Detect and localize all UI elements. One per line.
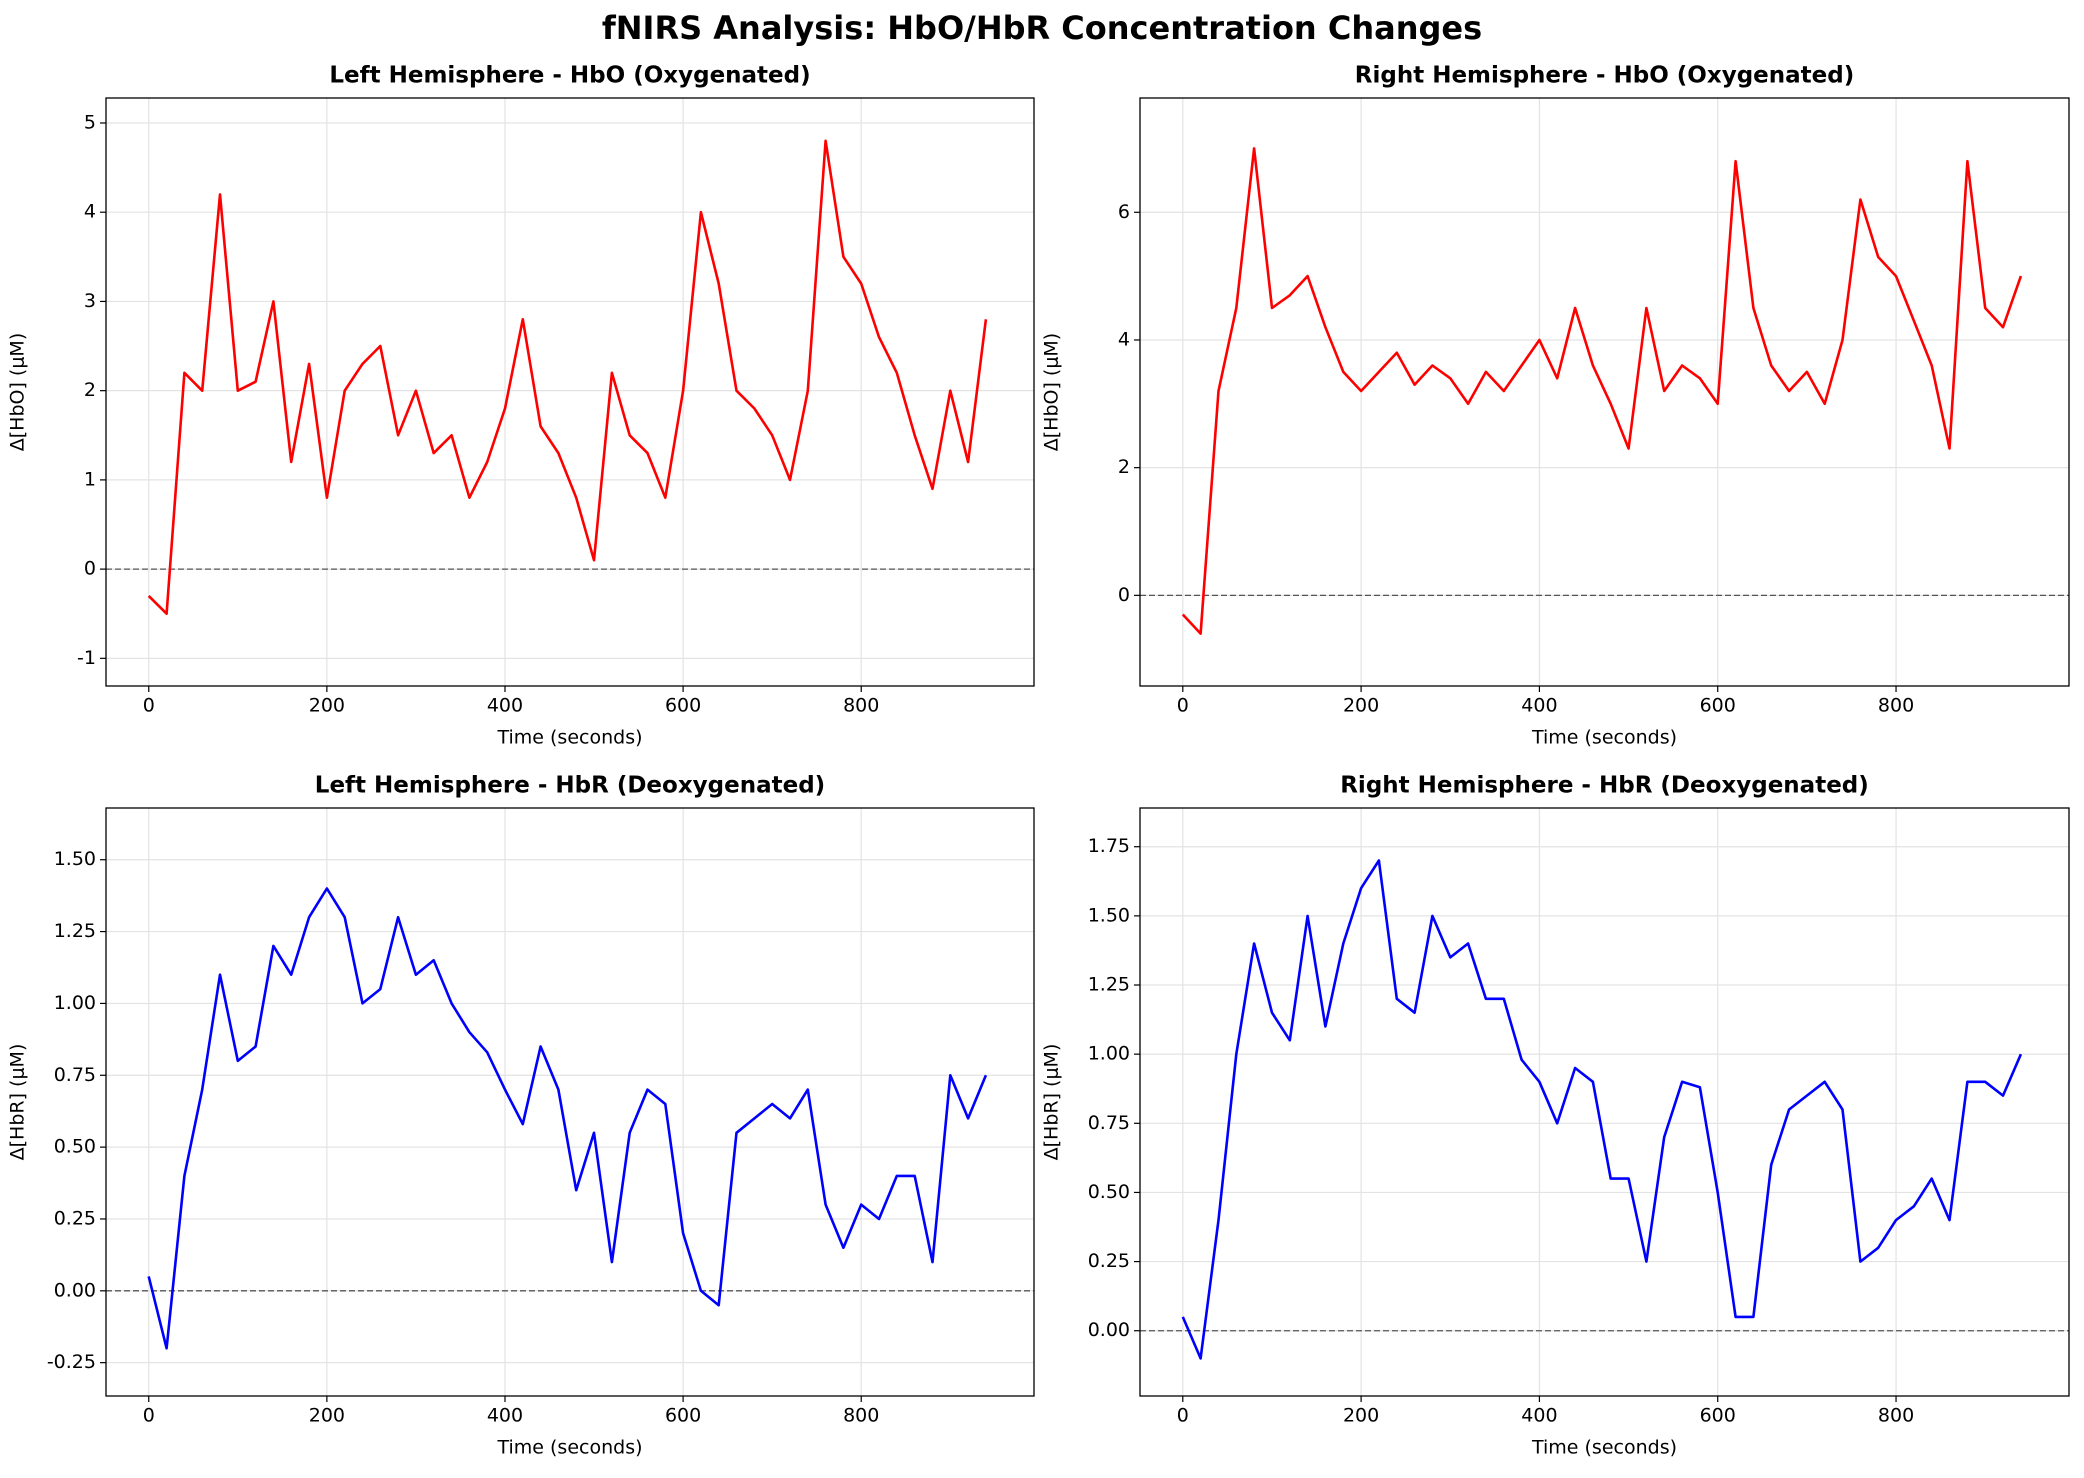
y-tick-label: 0 (84, 558, 96, 580)
x-tick-label: 0 (1177, 1405, 1189, 1427)
plot-frame (1139, 97, 2070, 687)
y-tick-label: 4 (84, 201, 96, 223)
y-tick-label: 5 (84, 111, 96, 133)
x-axis-label: Time (seconds) (496, 1437, 642, 1459)
x-tick-label: 600 (665, 695, 701, 717)
x-tick-label: 800 (843, 695, 879, 717)
y-tick-label: 0.25 (54, 1207, 96, 1229)
data-line (147, 139, 988, 615)
y-tick-label: -1 (77, 647, 96, 669)
x-axis-label: Time (seconds) (496, 727, 642, 749)
x-axis-label: Time (seconds) (1531, 1437, 1677, 1459)
x-tick-label: 800 (1878, 695, 1914, 717)
x-tick-label: 0 (143, 695, 155, 717)
x-tick-label: 400 (487, 695, 523, 717)
x-tick-label: 200 (309, 695, 345, 717)
y-tick-label: 1.75 (1088, 835, 1130, 857)
x-tick-label: 200 (1343, 695, 1379, 717)
y-tick-label: 1.00 (1088, 1043, 1130, 1065)
x-tick-label: 200 (1343, 1405, 1379, 1427)
data-line (1181, 147, 2023, 635)
plot-frame (1139, 807, 2070, 1397)
y-tick-label: 4 (1118, 328, 1130, 350)
y-tick-label: 0.75 (54, 1064, 96, 1086)
x-axis-label: Time (seconds) (1531, 727, 1677, 749)
x-tick-label: 600 (1700, 1405, 1736, 1427)
y-tick-label: 0.50 (1088, 1181, 1130, 1203)
x-tick-label: 400 (1521, 1405, 1557, 1427)
x-tick-label: 600 (665, 1405, 701, 1427)
subplot-title: Left Hemisphere - HbR (Deoxygenated) (315, 773, 825, 799)
figure-title: fNIRS Analysis: HbO/HbR Concentration Ch… (602, 9, 1482, 47)
subplot-title: Right Hemisphere - HbO (Oxygenated) (1355, 63, 1854, 89)
y-tick-label: 1.00 (54, 992, 96, 1014)
y-tick-label: 0 (1118, 584, 1130, 606)
data-line (147, 887, 988, 1350)
y-tick-label: 6 (1118, 201, 1130, 223)
x-tick-label: 200 (309, 1405, 345, 1427)
subplot-title: Right Hemisphere - HbR (Deoxygenated) (1340, 773, 1869, 799)
subplot-title: Left Hemisphere - HbO (Oxygenated) (329, 63, 810, 89)
y-axis-label: Δ[HbO] (μM) (7, 333, 29, 451)
x-tick-label: 400 (487, 1405, 523, 1427)
plot-frame (105, 807, 1035, 1397)
data-line (1181, 859, 2023, 1360)
y-tick-label: 2 (1118, 456, 1130, 478)
y-tick-label: 0.00 (54, 1279, 96, 1301)
x-tick-label: 800 (1878, 1405, 1914, 1427)
y-tick-label: 1 (84, 468, 96, 490)
y-tick-label: 0.25 (1088, 1250, 1130, 1272)
y-tick-label: 1.25 (54, 920, 96, 942)
x-tick-label: 400 (1521, 695, 1557, 717)
y-tick-label: 0.75 (1088, 1112, 1130, 1134)
x-tick-label: 0 (1177, 695, 1189, 717)
y-tick-label: 1.50 (54, 848, 96, 870)
y-axis-label: Δ[HbR] (μM) (1041, 1044, 1063, 1161)
y-axis-label: Δ[HbR] (μM) (7, 1044, 29, 1161)
y-tick-label: 1.50 (1088, 904, 1130, 926)
y-axis-label: Δ[HbO] (μM) (1041, 333, 1063, 451)
x-tick-label: 600 (1700, 695, 1736, 717)
y-tick-label: 0.00 (1088, 1319, 1130, 1341)
y-tick-label: -0.25 (47, 1351, 96, 1373)
x-tick-label: 800 (843, 1405, 879, 1427)
y-tick-label: 1.25 (1088, 974, 1130, 996)
plot-frame (105, 97, 1035, 687)
y-tick-label: 2 (84, 379, 96, 401)
y-tick-label: 0.50 (54, 1136, 96, 1158)
y-tick-label: 3 (84, 290, 96, 312)
x-tick-label: 0 (143, 1405, 155, 1427)
